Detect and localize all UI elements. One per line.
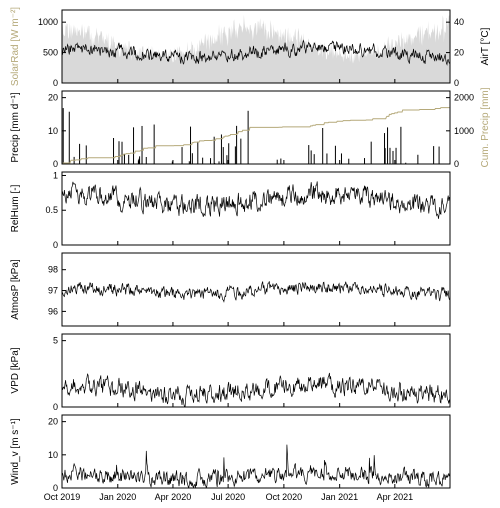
ylabel-left-atmosp: AtmosP [kPa] bbox=[10, 259, 21, 320]
xtick-label: Jul 2020 bbox=[211, 492, 245, 502]
svg-text:20: 20 bbox=[48, 93, 58, 103]
svg-text:1000: 1000 bbox=[38, 17, 58, 27]
ylabel-right-solar_airt: AirT [°C] bbox=[480, 27, 491, 65]
svg-text:20: 20 bbox=[48, 417, 58, 427]
svg-text:98: 98 bbox=[48, 265, 58, 275]
svg-text:20: 20 bbox=[454, 48, 464, 58]
xtick-label: Jan 2020 bbox=[99, 492, 136, 502]
ylabel-left-wind: Wind_v [m s⁻¹] bbox=[10, 418, 21, 485]
xtick-label: Oct 2019 bbox=[44, 492, 81, 502]
svg-text:500: 500 bbox=[43, 48, 58, 58]
svg-text:1: 1 bbox=[53, 170, 58, 180]
svg-text:1000: 1000 bbox=[454, 126, 474, 136]
svg-text:10: 10 bbox=[48, 126, 58, 136]
svg-text:96: 96 bbox=[48, 306, 58, 316]
timeseries-figure: 0500100002040SolarRad [W m⁻²]AirT [°C]01… bbox=[0, 0, 500, 508]
svg-text:0: 0 bbox=[454, 159, 459, 169]
ylabel-left-vpd: VPD [kPa] bbox=[10, 347, 21, 393]
ylabel-left-precip: Precip [mm d⁻¹] bbox=[10, 92, 21, 163]
svg-text:0: 0 bbox=[53, 159, 58, 169]
ylabel-right-precip: Cum. Precip [mm] bbox=[480, 87, 491, 167]
xtick-label: Apr 2020 bbox=[155, 492, 192, 502]
svg-text:0: 0 bbox=[454, 78, 459, 88]
xtick-label: Apr 2021 bbox=[377, 492, 414, 502]
svg-text:97: 97 bbox=[48, 286, 58, 296]
xtick-label: Jan 2021 bbox=[321, 492, 358, 502]
svg-text:5: 5 bbox=[53, 336, 58, 346]
svg-text:0: 0 bbox=[53, 240, 58, 250]
svg-text:2000: 2000 bbox=[454, 93, 474, 103]
ylabel-left-relhum: RelHum [-] bbox=[10, 184, 21, 232]
svg-text:0.5: 0.5 bbox=[45, 205, 58, 215]
svg-text:40: 40 bbox=[454, 17, 464, 27]
svg-text:0: 0 bbox=[53, 402, 58, 412]
svg-text:10: 10 bbox=[48, 450, 58, 460]
xtick-label: Oct 2020 bbox=[266, 492, 303, 502]
svg-text:0: 0 bbox=[53, 78, 58, 88]
ylabel-left-solar_airt: SolarRad [W m⁻²] bbox=[10, 7, 21, 86]
